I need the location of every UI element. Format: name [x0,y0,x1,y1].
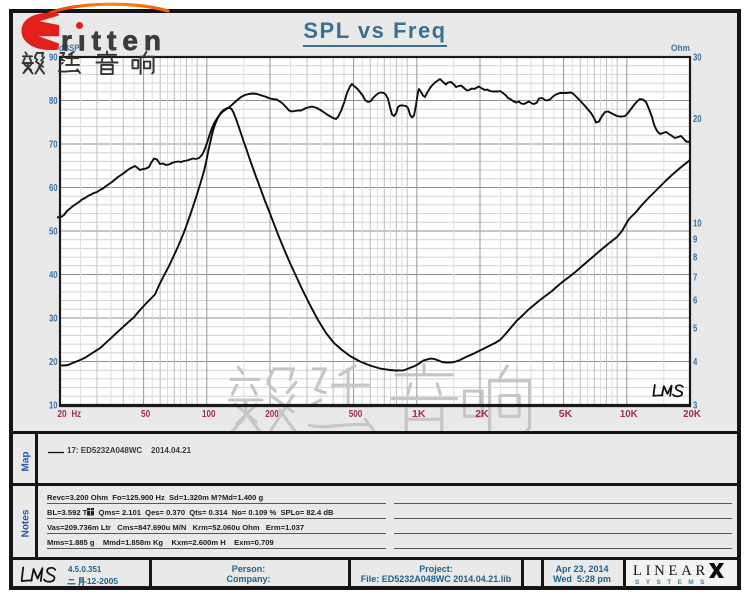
svg-text:30: 30 [693,53,702,64]
svg-text:20: 20 [49,357,58,368]
svg-text:5K: 5K [559,409,573,420]
svg-text:7: 7 [693,272,698,283]
svg-text:6: 6 [693,296,698,307]
svg-text:Hz: Hz [72,409,82,420]
svg-text:200: 200 [265,409,279,420]
svg-text:4: 4 [693,357,698,368]
svg-text:3: 3 [693,401,698,412]
svg-text:50: 50 [141,409,151,420]
svg-text:90: 90 [49,53,58,64]
svg-text:Ohm: Ohm [671,43,690,53]
svg-text:9: 9 [693,235,698,246]
svg-text:80: 80 [49,96,58,107]
svg-text:70: 70 [49,140,58,151]
svg-text:40: 40 [49,270,58,281]
svg-text:60: 60 [49,183,58,194]
svg-text:10: 10 [693,219,702,230]
svg-text:10K: 10K [620,409,639,420]
svg-text:10: 10 [49,401,58,412]
svg-text:2K: 2K [475,409,489,420]
svg-text:8: 8 [693,252,698,263]
svg-text:20K: 20K [683,409,702,420]
svg-text:20: 20 [693,114,702,125]
svg-text:1K: 1K [412,409,426,420]
svg-text:30: 30 [49,314,58,325]
svg-text:20: 20 [57,409,67,420]
svg-text:5: 5 [693,323,698,334]
svg-text:100: 100 [202,409,216,420]
svg-text:50: 50 [49,227,58,238]
svg-text:500: 500 [349,409,363,420]
svg-text:dBSPL: dBSPL [59,43,84,53]
